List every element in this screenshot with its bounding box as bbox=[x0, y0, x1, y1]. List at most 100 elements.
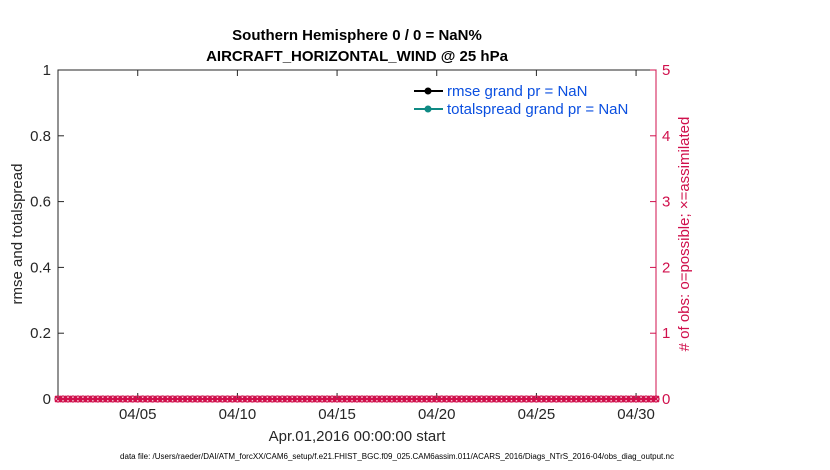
obs-possible-marker bbox=[258, 395, 266, 403]
obs-possible-marker bbox=[119, 395, 127, 403]
legend-rmse-marker bbox=[424, 87, 432, 95]
x-tick-label: 04/25 bbox=[518, 406, 556, 423]
obs-possible-marker bbox=[507, 395, 516, 403]
y-axis-right-label: # of obs: o=possible; ×=assimilated bbox=[676, 117, 693, 352]
obs-possible-marker bbox=[114, 395, 122, 403]
obs-possible-marker bbox=[263, 395, 271, 403]
legend-totalspread-label: totalspread grand pr = NaN bbox=[447, 101, 628, 118]
y-right-tick-label: 3 bbox=[662, 194, 670, 211]
obs-possible-marker bbox=[79, 395, 87, 403]
obs-possible-marker bbox=[428, 395, 436, 403]
obs-possible-marker bbox=[517, 395, 526, 403]
obs-possible-marker bbox=[183, 395, 192, 403]
obs-possible-marker bbox=[592, 395, 600, 403]
obs-possible-marker bbox=[323, 395, 331, 403]
chart-title-line2: AIRCRAFT_HORIZONTAL_WIND @ 25 hPa bbox=[206, 48, 509, 65]
y-right-tick-label: 2 bbox=[662, 259, 670, 276]
obs-possible-marker bbox=[492, 395, 501, 403]
x-tick-label: 04/20 bbox=[418, 406, 456, 423]
obs-possible-marker bbox=[144, 395, 152, 403]
y-right-tick-label: 0 bbox=[662, 391, 670, 408]
obs-possible-marker bbox=[149, 395, 157, 403]
obs-possible-marker bbox=[213, 395, 222, 403]
obs-possible-marker bbox=[353, 395, 361, 403]
obs-possible-marker bbox=[612, 395, 620, 403]
obs-possible-marker bbox=[443, 395, 451, 403]
obs-possible-marker bbox=[228, 395, 237, 403]
obs-possible-marker bbox=[378, 395, 386, 403]
obs-possible-marker bbox=[74, 395, 82, 403]
obs-possible-marker bbox=[84, 395, 92, 403]
x-tick-label: 04/15 bbox=[318, 406, 356, 423]
y-tick-label: 0 bbox=[43, 391, 51, 408]
obs-assimilated-marker bbox=[652, 395, 660, 403]
obs-possible-marker bbox=[178, 395, 187, 403]
obs-possible-marker bbox=[318, 395, 326, 403]
obs-possible-marker bbox=[163, 395, 172, 403]
obs-possible-marker bbox=[418, 395, 426, 403]
obs-possible-marker bbox=[59, 395, 67, 403]
obs-possible-marker bbox=[597, 395, 605, 403]
obs-possible-marker bbox=[373, 395, 381, 403]
obs-possible-marker bbox=[472, 395, 481, 403]
obs-possible-marker bbox=[408, 395, 416, 403]
obs-count-series bbox=[54, 395, 660, 403]
obs-possible-marker bbox=[413, 395, 421, 403]
obs-possible-marker bbox=[527, 395, 536, 403]
obs-possible-marker bbox=[154, 395, 162, 403]
chart-title-line1: Southern Hemisphere 0 / 0 = NaN% bbox=[232, 27, 482, 44]
obs-possible-marker bbox=[607, 395, 615, 403]
obs-possible-marker bbox=[562, 395, 570, 403]
obs-possible-marker bbox=[54, 395, 62, 403]
obs-possible-marker bbox=[637, 395, 645, 403]
obs-possible-marker bbox=[358, 395, 366, 403]
y-right-tick-label: 1 bbox=[662, 325, 670, 342]
obs-possible-marker bbox=[582, 395, 590, 403]
x-tick-label: 04/05 bbox=[119, 406, 157, 423]
obs-possible-marker bbox=[433, 395, 441, 403]
obs-possible-marker bbox=[542, 395, 551, 403]
obs-possible-marker bbox=[522, 395, 531, 403]
obs-possible-marker bbox=[532, 395, 541, 403]
obs-possible-marker bbox=[388, 395, 396, 403]
obs-possible-marker bbox=[283, 395, 291, 403]
obs-possible-marker bbox=[313, 395, 321, 403]
obs-possible-marker bbox=[288, 395, 296, 403]
obs-possible-marker bbox=[223, 395, 232, 403]
obs-possible-marker bbox=[193, 395, 202, 403]
x-axis-label: Apr.01,2016 00:00:00 start bbox=[269, 428, 447, 445]
legend-rmse-label: rmse grand pr = NaN bbox=[447, 83, 587, 100]
obs-possible-marker bbox=[512, 395, 521, 403]
legend-totalspread-marker bbox=[424, 105, 432, 113]
legend-item-totalspread: totalspread grand pr = NaN bbox=[414, 101, 628, 118]
obs-possible-marker bbox=[134, 395, 142, 403]
obs-possible-marker bbox=[398, 395, 406, 403]
y-tick-label: 1 bbox=[43, 62, 51, 79]
obs-possible-marker bbox=[343, 395, 351, 403]
obs-possible-marker bbox=[338, 395, 346, 403]
obs-possible-marker bbox=[298, 395, 306, 403]
obs-possible-marker bbox=[188, 395, 197, 403]
obs-possible-marker bbox=[104, 395, 112, 403]
legend-item-rmse: rmse grand pr = NaN bbox=[414, 83, 587, 100]
plot-area bbox=[57, 69, 657, 400]
obs-possible-marker bbox=[243, 395, 252, 403]
obs-possible-marker bbox=[577, 395, 585, 403]
obs-possible-marker bbox=[173, 395, 182, 403]
obs-possible-marker bbox=[139, 395, 147, 403]
obs-possible-marker bbox=[69, 395, 77, 403]
obs-possible-marker bbox=[647, 395, 655, 403]
obs-possible-marker bbox=[129, 395, 137, 403]
obs-possible-marker bbox=[99, 395, 107, 403]
obs-possible-marker bbox=[482, 395, 491, 403]
obs-possible-marker bbox=[368, 395, 376, 403]
right-y-axis: 0 1 2 3 4 5 bbox=[650, 62, 670, 408]
obs-possible-marker bbox=[203, 395, 212, 403]
obs-possible-marker bbox=[487, 395, 496, 403]
obs-possible-marker bbox=[383, 395, 391, 403]
obs-possible-marker bbox=[89, 395, 97, 403]
obs-possible-marker bbox=[308, 395, 316, 403]
obs-possible-marker bbox=[632, 395, 640, 403]
obs-possible-marker bbox=[502, 395, 511, 403]
obs-possible-marker bbox=[453, 395, 461, 403]
